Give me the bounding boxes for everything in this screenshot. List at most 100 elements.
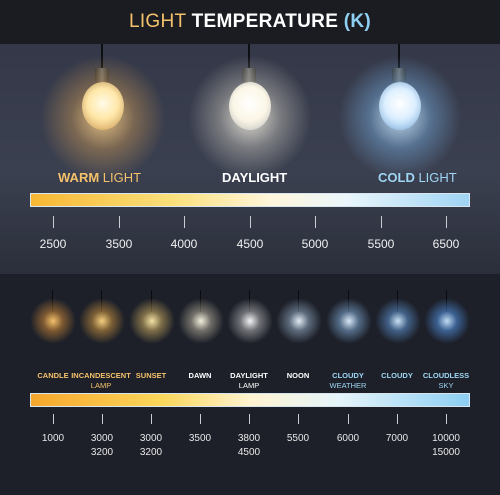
tick-value: 7000 (367, 432, 427, 446)
label-line2: SKY (438, 381, 454, 390)
tick-label: 6500 (432, 237, 460, 251)
cord (298, 290, 299, 312)
cord (151, 290, 152, 312)
tick-mark (53, 216, 54, 228)
tick-value: 6000 (318, 432, 378, 446)
label-line2: LAMP (238, 381, 260, 390)
tick-mark (102, 414, 103, 424)
label-daylight: DAYLIGHT (222, 170, 287, 185)
label-line2: WEATHER (329, 381, 367, 390)
tick-value-line1: 7000 (385, 433, 409, 444)
tick-value: 3000 3200 (121, 432, 181, 460)
tick-mark (184, 216, 185, 228)
label-daylight-lamp: DAYLIGHT LAMP (213, 371, 285, 391)
label-dawn: DAWN (164, 371, 236, 381)
label-incandescent-lamp: INCANDESCENT LAMP (65, 371, 137, 391)
tick-value-line2: 3200 (90, 447, 114, 458)
label-cloudy-weather: CLOUDY WEATHER (312, 371, 384, 391)
tick-mark (298, 414, 299, 424)
tick-mark (446, 216, 447, 228)
tick-value: 10000 15000 (416, 432, 476, 460)
source-gradient-bar (30, 393, 470, 407)
tick-mark (446, 414, 447, 424)
tick-mark (250, 216, 251, 228)
tick-value-line1: 3500 (188, 433, 212, 444)
label-line1: INCANDESCENT (71, 371, 131, 380)
label-line1: SUNSET (135, 371, 167, 380)
label-line1: NOON (286, 371, 310, 380)
tick-value-line1: 3800 (237, 433, 261, 444)
tick-value: 5500 (268, 432, 328, 446)
label-line2: LAMP (90, 381, 112, 390)
cord (348, 290, 349, 312)
page-title: LIGHT TEMPERATURE (K) (0, 11, 500, 33)
label-line1: DAWN (188, 371, 212, 380)
label-line1: CLOUDLESS (422, 371, 470, 380)
label-cloudless-sky: CLOUDLESS SKY (410, 371, 482, 391)
label-line1: CLOUDY (332, 371, 364, 380)
tick-mark (119, 216, 120, 228)
title-part-unit: (K) (343, 11, 372, 32)
tick-value-line1: 5500 (286, 433, 310, 444)
label-noon: NOON (262, 371, 334, 381)
header: LIGHT TEMPERATURE (K) (0, 0, 500, 44)
tick-mark (381, 216, 382, 228)
cord (200, 290, 201, 312)
label-warm-light: WARM LIGHT (58, 170, 141, 185)
tick-label: 4500 (236, 237, 264, 251)
temperature-gradient-bar (30, 193, 470, 207)
cord (397, 290, 398, 312)
tick-label: 4000 (170, 237, 198, 251)
label-line1: DAYLIGHT (230, 371, 268, 380)
label-cold-rest: LIGHT (414, 170, 457, 185)
label-cold-strong: COLD (378, 170, 415, 185)
label-daylight-strong: DAYLIGHT (222, 170, 288, 185)
cord (446, 290, 447, 312)
cord-cold (398, 44, 400, 70)
label-cold-light: COLD LIGHT (378, 170, 457, 185)
tick-label: 5500 (367, 237, 395, 251)
label-warm-rest: LIGHT (99, 170, 142, 185)
label-line1: CANDLE (37, 371, 69, 380)
socket-day (242, 68, 256, 82)
bulb-warm-icon (82, 82, 124, 130)
tick-value: 3800 4500 (219, 432, 279, 460)
title-part-light: LIGHT (128, 11, 187, 32)
tick-mark (397, 414, 398, 424)
tick-label: 5000 (301, 237, 329, 251)
tick-value-line2: 4500 (237, 447, 261, 458)
tick-label: 3500 (105, 237, 133, 251)
bulb-cold-icon (379, 82, 421, 130)
tick-value: 3000 3200 (72, 432, 132, 460)
cord-warm (101, 44, 103, 70)
socket-cold (392, 68, 406, 82)
bulb-daylight-icon (229, 82, 271, 130)
tick-mark (348, 414, 349, 424)
tick-value: 1000 (23, 432, 83, 446)
tick-value-line1: 3000 (90, 433, 114, 444)
label-cloudy: CLOUDY (361, 371, 433, 381)
tick-value-line2: 15000 (432, 447, 460, 458)
cord (249, 290, 250, 312)
title-part-temperature: TEMPERATURE (191, 11, 339, 32)
label-sunset: SUNSET (115, 371, 187, 381)
socket-warm (95, 68, 109, 82)
label-line1: CLOUDY (381, 371, 413, 380)
tick-mark (249, 414, 250, 424)
tick-value-line1: 3000 (139, 433, 163, 444)
tick-value: 3500 (170, 432, 230, 446)
cord (52, 290, 53, 312)
cord-day (248, 44, 250, 70)
label-candle: CANDLE (17, 371, 89, 381)
tick-value-line1: 10000 (432, 433, 460, 444)
tick-mark (151, 414, 152, 424)
tick-label: 2500 (39, 237, 67, 251)
tick-mark (53, 414, 54, 424)
tick-mark (200, 414, 201, 424)
tick-mark (315, 216, 316, 228)
tick-value-line1: 6000 (336, 433, 360, 444)
label-warm-strong: WARM (58, 170, 100, 185)
cord (101, 290, 102, 312)
tick-value-line1: 1000 (41, 433, 65, 444)
tick-value-line2: 3200 (139, 447, 163, 458)
